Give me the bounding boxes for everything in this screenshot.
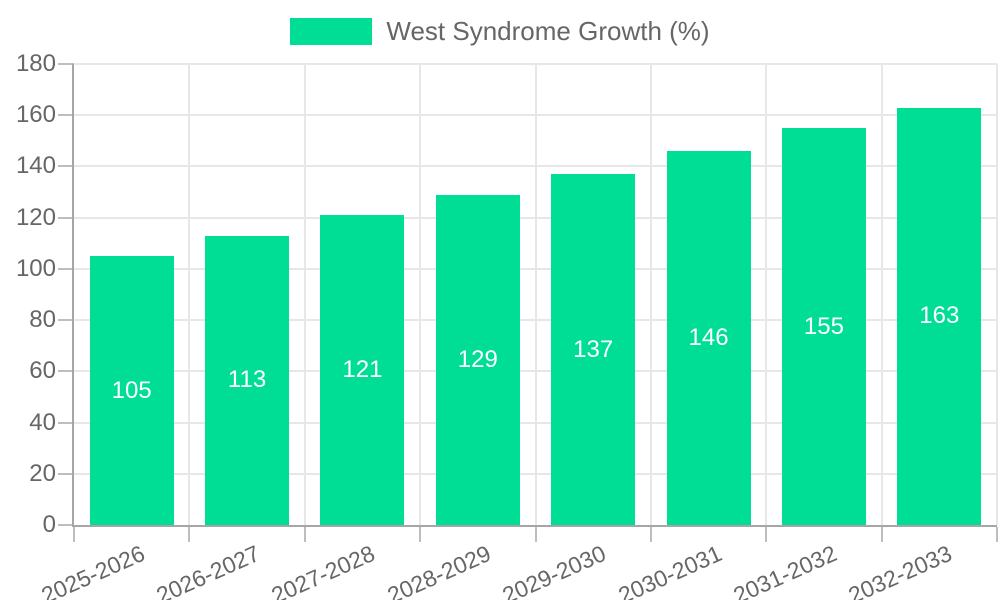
y-axis-tick	[58, 370, 74, 373]
y-axis-tick-label: 160	[15, 101, 56, 129]
y-axis-tick-label: 120	[15, 203, 56, 231]
gridline-vertical	[649, 64, 652, 525]
y-axis-tick-label: 180	[15, 50, 56, 77]
x-axis-tick	[419, 527, 422, 542]
x-axis-tick-label: 2029-2030	[498, 540, 610, 600]
y-axis-tick	[58, 216, 74, 219]
x-axis-tick-label: 2026-2027	[152, 540, 264, 600]
y-axis-tick-label: 80	[29, 306, 56, 334]
x-axis-tick-label: 2032-2033	[844, 540, 956, 600]
x-axis-tick	[188, 527, 191, 542]
bar-2026-2027[interactable]	[205, 235, 290, 525]
y-axis-tick	[58, 165, 74, 168]
legend-swatch	[290, 17, 373, 45]
y-axis-tick	[58, 267, 74, 270]
x-axis-tick	[880, 527, 883, 542]
bar-2025-2026[interactable]	[89, 256, 174, 525]
bar-2027-2028[interactable]	[320, 215, 405, 525]
x-axis-tick	[73, 527, 75, 542]
bar-2028-2029[interactable]	[435, 194, 520, 525]
x-axis-line	[72, 525, 997, 527]
gridline-vertical	[996, 64, 998, 525]
x-axis-tick-label: 2027-2028	[267, 540, 380, 600]
y-axis-tick	[58, 472, 74, 475]
y-axis-tick	[58, 63, 74, 65]
x-axis-tick-label: 2031-2032	[729, 540, 841, 600]
x-axis-tick	[649, 527, 652, 542]
x-axis-tick	[996, 527, 998, 542]
y-axis-tick-label: 100	[15, 254, 56, 282]
gridline-vertical	[765, 64, 768, 525]
y-axis-tick-label: 40	[29, 408, 56, 436]
x-axis-tick-label: 2028-2029	[383, 540, 495, 600]
legend-label: West Syndrome Growth (%)	[386, 16, 710, 46]
y-axis-tick-label: 0	[42, 511, 56, 538]
y-axis-tick	[58, 319, 74, 322]
legend-item[interactable]: West Syndrome Growth (%)	[0, 16, 1000, 46]
x-axis-tick	[534, 527, 537, 542]
y-axis-tick	[58, 114, 74, 117]
y-axis-tick	[58, 524, 74, 526]
bar-2031-2032[interactable]	[781, 128, 866, 525]
gridline-vertical	[419, 64, 422, 525]
bar-2032-2033[interactable]	[897, 107, 982, 525]
gridline-vertical	[188, 64, 191, 525]
gridline-vertical	[880, 64, 883, 525]
bar-2030-2031[interactable]	[666, 151, 751, 525]
x-axis-tick	[765, 527, 768, 542]
y-axis-tick-label: 140	[15, 152, 56, 180]
bar-2029-2030[interactable]	[551, 174, 636, 525]
gridline-vertical	[534, 64, 537, 525]
y-axis-tick-label: 60	[29, 357, 56, 385]
y-axis-tick-label: 20	[29, 459, 56, 487]
x-axis-tick-label: 2025-2026	[37, 540, 149, 600]
x-axis-tick-label: 2030-2031	[614, 540, 726, 600]
y-axis-tick	[58, 421, 74, 424]
gridline-vertical	[303, 64, 306, 525]
y-axis-line	[72, 64, 74, 527]
x-axis-tick	[303, 527, 306, 542]
